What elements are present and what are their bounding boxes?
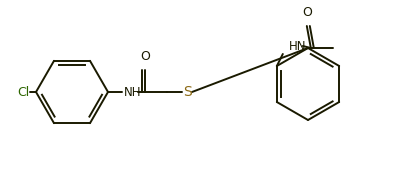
- Text: HN: HN: [289, 40, 306, 52]
- Text: S: S: [183, 85, 191, 99]
- Text: Cl: Cl: [18, 85, 30, 98]
- Text: O: O: [140, 50, 150, 63]
- Text: NH: NH: [124, 85, 142, 98]
- Text: O: O: [302, 6, 312, 19]
